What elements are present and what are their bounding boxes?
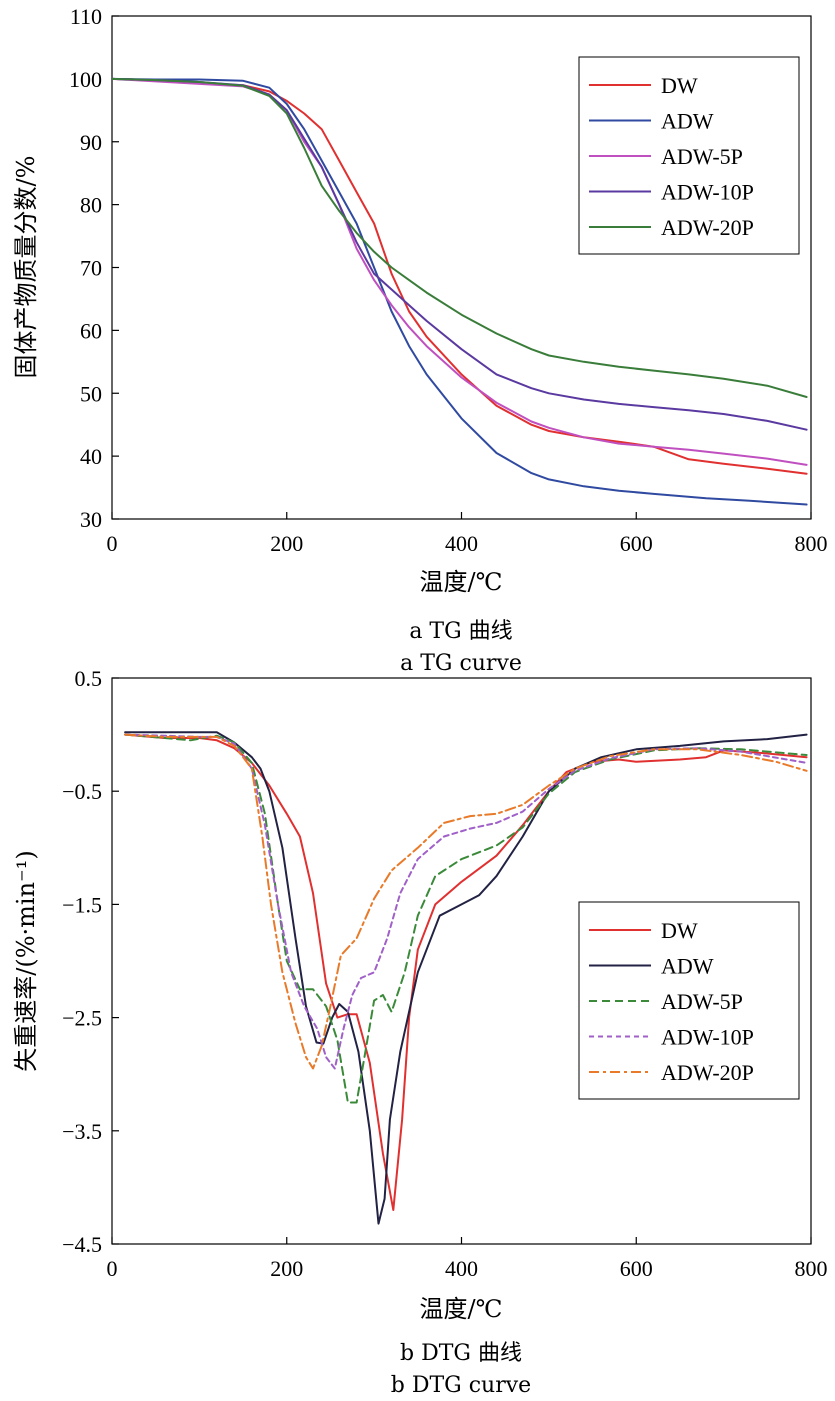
dtg-series-line-dw bbox=[124, 733, 808, 1211]
dtg-x-tick-label: 600 bbox=[620, 1256, 653, 1281]
tg-legend-label-adw-20p: ADW-20P bbox=[661, 215, 754, 240]
dtg-x-tick-label: 0 bbox=[107, 1256, 118, 1281]
tg-x-tick-label: 600 bbox=[620, 531, 653, 556]
tg-legend-label-adw-5p: ADW-5P bbox=[661, 144, 743, 169]
tg-series-line-adw-10p bbox=[111, 77, 808, 431]
tg-caption-cn: a TG 曲线 bbox=[409, 619, 512, 644]
tg-legend: DW ADW ADW-5P ADW-10P ADW-20P bbox=[578, 56, 800, 255]
tg-legend-label-adw-10p: ADW-10P bbox=[661, 180, 754, 205]
tg-series-line-adw bbox=[111, 77, 808, 506]
dtg-y-tick-label: −0.5 bbox=[62, 779, 102, 804]
tg-y-axis-label: 固体产物质量分数/% bbox=[12, 156, 40, 379]
tg-legend-label-adw: ADW bbox=[661, 109, 714, 134]
tg-y-tick-label: 60 bbox=[80, 318, 102, 343]
dtg-legend-label-adw: ADW bbox=[661, 954, 714, 979]
dtg-legend-label-adw-10p: ADW-10P bbox=[661, 1025, 754, 1050]
dtg-x-ticks: 0 200 400 600 800 bbox=[107, 1237, 828, 1281]
dtg-caption-en: b DTG curve bbox=[391, 1373, 531, 1398]
tg-y-tick-label: 100 bbox=[69, 67, 102, 92]
tg-x-ticks: 0 200 400 600 800 bbox=[107, 512, 828, 556]
tg-legend-label-dw: DW bbox=[661, 73, 698, 98]
dtg-y-axis-label: 失重速率/(%·min⁻¹) bbox=[12, 850, 40, 1071]
dtg-y-ticks: −4.5 −3.5 −2.5 −1.5 −0.5 0.5 bbox=[62, 666, 119, 1257]
dtg-legend-label-dw: DW bbox=[661, 918, 698, 943]
tg-x-tick-label: 0 bbox=[107, 531, 118, 556]
dtg-y-tick-label: −3.5 bbox=[62, 1119, 102, 1144]
dtg-legend: DW ADW ADW-5P ADW-10P ADW-20P bbox=[578, 901, 800, 1100]
tg-y-tick-label: 50 bbox=[80, 381, 102, 406]
dtg-y-tick-label: −1.5 bbox=[62, 892, 102, 917]
tg-y-tick-label: 110 bbox=[70, 4, 102, 29]
dtg-chart: −4.5 −3.5 −2.5 −1.5 −0.5 0.5 0 200 400 600 800 温度… bbox=[12, 666, 828, 1398]
tg-y-tick-label: 90 bbox=[80, 130, 102, 155]
tg-caption-en: a TG curve bbox=[400, 651, 522, 676]
tg-x-axis-label: 温度/℃ bbox=[420, 568, 503, 596]
dtg-legend-label-adw-20p: ADW-20P bbox=[661, 1060, 754, 1085]
dtg-y-tick-label: −4.5 bbox=[62, 1232, 102, 1257]
dtg-y-tick-label: 0.5 bbox=[75, 666, 103, 691]
tg-x-tick-label: 200 bbox=[270, 531, 303, 556]
tg-series bbox=[111, 77, 808, 506]
tg-y-tick-label: 70 bbox=[80, 256, 102, 281]
tg-y-tick-label: 40 bbox=[80, 444, 102, 469]
dtg-x-tick-label: 400 bbox=[445, 1256, 478, 1281]
dtg-series bbox=[124, 731, 808, 1225]
dtg-legend-label-adw-5p: ADW-5P bbox=[661, 989, 743, 1014]
tg-y-tick-label: 80 bbox=[80, 193, 102, 218]
dtg-x-axis-label: 温度/℃ bbox=[420, 1295, 503, 1323]
tg-series-line-adw-20p bbox=[111, 77, 808, 398]
dtg-y-tick-label: −2.5 bbox=[62, 1006, 102, 1031]
dtg-series-line-adw-5p bbox=[124, 733, 808, 1104]
dtg-x-tick-label: 200 bbox=[270, 1256, 303, 1281]
dtg-x-tick-label: 800 bbox=[795, 1256, 828, 1281]
tg-x-tick-label: 800 bbox=[795, 531, 828, 556]
tg-y-tick-label: 30 bbox=[80, 507, 102, 532]
tg-y-ticks: 30 40 50 60 70 80 90 100 110 bbox=[69, 4, 119, 532]
tg-x-tick-label: 400 bbox=[445, 531, 478, 556]
dtg-series-line-adw-20p bbox=[124, 733, 808, 1070]
dtg-caption-cn: b DTG 曲线 bbox=[400, 1341, 522, 1366]
